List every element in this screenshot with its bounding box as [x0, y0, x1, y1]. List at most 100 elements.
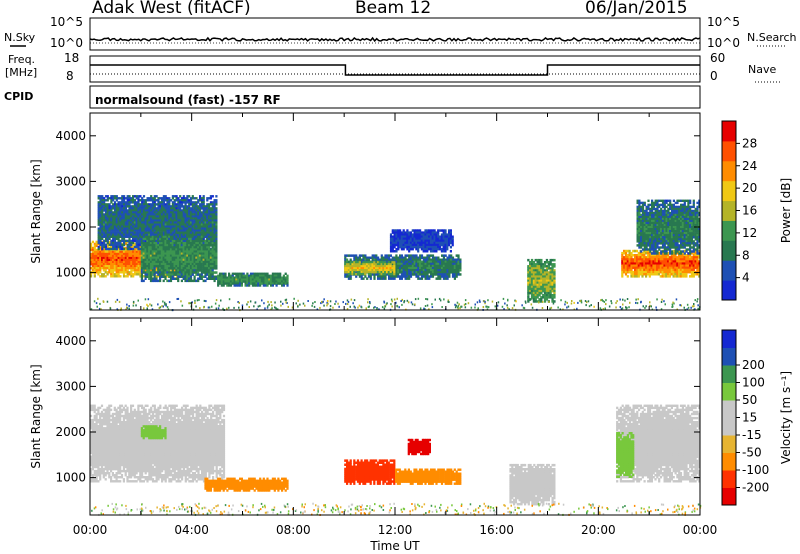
echo-cell	[130, 258, 133, 262]
echo-cell	[95, 240, 98, 244]
echo-cell	[188, 229, 191, 232]
echo-cell	[169, 244, 173, 247]
echo-cell	[179, 252, 182, 255]
echo-cell	[200, 242, 203, 245]
echo-cell	[386, 256, 389, 259]
echo-cell	[121, 201, 124, 204]
echo-cell	[113, 265, 116, 268]
echo-cell	[179, 207, 182, 210]
echo-cell	[189, 279, 193, 283]
echo-cell	[133, 221, 136, 224]
echo-cell	[397, 262, 400, 266]
echo-cell	[112, 267, 115, 270]
echo-cell	[206, 231, 209, 234]
echo-cell	[182, 252, 185, 255]
echo-cell	[213, 231, 216, 235]
echo-cell	[97, 261, 100, 264]
echo-cell	[123, 239, 126, 243]
echo-cell	[393, 245, 396, 249]
echo-cell	[153, 271, 156, 274]
echo-cell	[186, 205, 189, 208]
echo-cell	[117, 267, 120, 270]
echo-cell	[135, 233, 138, 236]
echo-cell	[130, 267, 133, 270]
echo-cell	[144, 273, 147, 276]
echo-cell	[191, 256, 194, 260]
echo-cell	[168, 213, 171, 216]
echo-cell	[202, 225, 205, 228]
echo-cell	[99, 246, 102, 250]
echo-cell	[188, 205, 191, 208]
echo-cell	[162, 267, 165, 270]
echo-cell	[159, 267, 162, 270]
echo-cell	[191, 258, 194, 262]
echo-cell	[137, 219, 140, 222]
echo-cell	[142, 201, 146, 204]
echo-cell	[112, 213, 115, 216]
echo-cell	[177, 203, 180, 206]
echo-cell	[175, 205, 178, 208]
echo-cell	[186, 244, 189, 247]
echo-cell	[146, 235, 149, 239]
echo-cell	[229, 278, 233, 281]
echo-cell	[144, 258, 147, 262]
echo-cell	[175, 265, 178, 268]
echo-cell	[182, 246, 185, 249]
echo-cell	[157, 248, 160, 251]
echo-cell	[282, 278, 285, 281]
echo-cell	[169, 250, 173, 253]
echo-cell	[162, 279, 165, 283]
echo-cell	[206, 219, 209, 222]
echo-cell	[97, 227, 100, 230]
echo-cell	[180, 211, 184, 214]
echo-cell	[188, 211, 191, 214]
echo-cell	[112, 217, 115, 220]
echo-cell	[135, 258, 138, 262]
echo-cell	[209, 260, 212, 264]
echo-cell	[122, 267, 126, 270]
echo-cell	[128, 250, 131, 254]
echo-cell	[213, 201, 216, 204]
echo-cell	[124, 219, 127, 222]
echo-cell	[177, 277, 180, 280]
echo-cell	[198, 258, 202, 262]
echo-cell	[215, 233, 218, 236]
echo-cell	[395, 266, 398, 270]
echo-cell	[104, 227, 108, 230]
echo-cell	[180, 201, 184, 204]
echo-cell	[402, 275, 405, 278]
echo-cell	[171, 223, 174, 226]
echo-cell	[112, 261, 115, 264]
echo-cell	[200, 256, 203, 260]
echo-cell	[144, 215, 147, 218]
echo-cell	[175, 262, 178, 266]
echo-cell	[180, 279, 183, 283]
echo-cell	[282, 282, 285, 285]
echo-cell	[112, 229, 115, 232]
echo-cell	[139, 273, 142, 276]
echo-cell	[206, 203, 209, 206]
echo-cell	[173, 205, 176, 208]
echo-cell	[388, 256, 391, 259]
echo-cell	[135, 261, 138, 264]
echo-cell	[155, 256, 158, 260]
echo-cell	[148, 239, 151, 243]
echo-cell	[188, 273, 191, 276]
echo-cell	[97, 258, 100, 262]
echo-cell	[161, 225, 164, 228]
echo-cell	[166, 244, 169, 247]
echo-cell	[206, 239, 209, 243]
echo-cell	[160, 265, 163, 268]
echo-cell	[104, 269, 107, 272]
echo-cell	[177, 275, 180, 278]
echo-cell	[208, 203, 211, 206]
echo-cell	[253, 284, 256, 287]
echo-cell	[164, 252, 167, 255]
echo-cell	[112, 223, 115, 226]
echo-cell	[184, 248, 187, 251]
echo-cell	[142, 231, 146, 234]
echo-cell	[142, 207, 146, 210]
echo-cell	[151, 262, 154, 266]
echo-cell	[186, 207, 189, 210]
echo-cell	[140, 262, 143, 266]
